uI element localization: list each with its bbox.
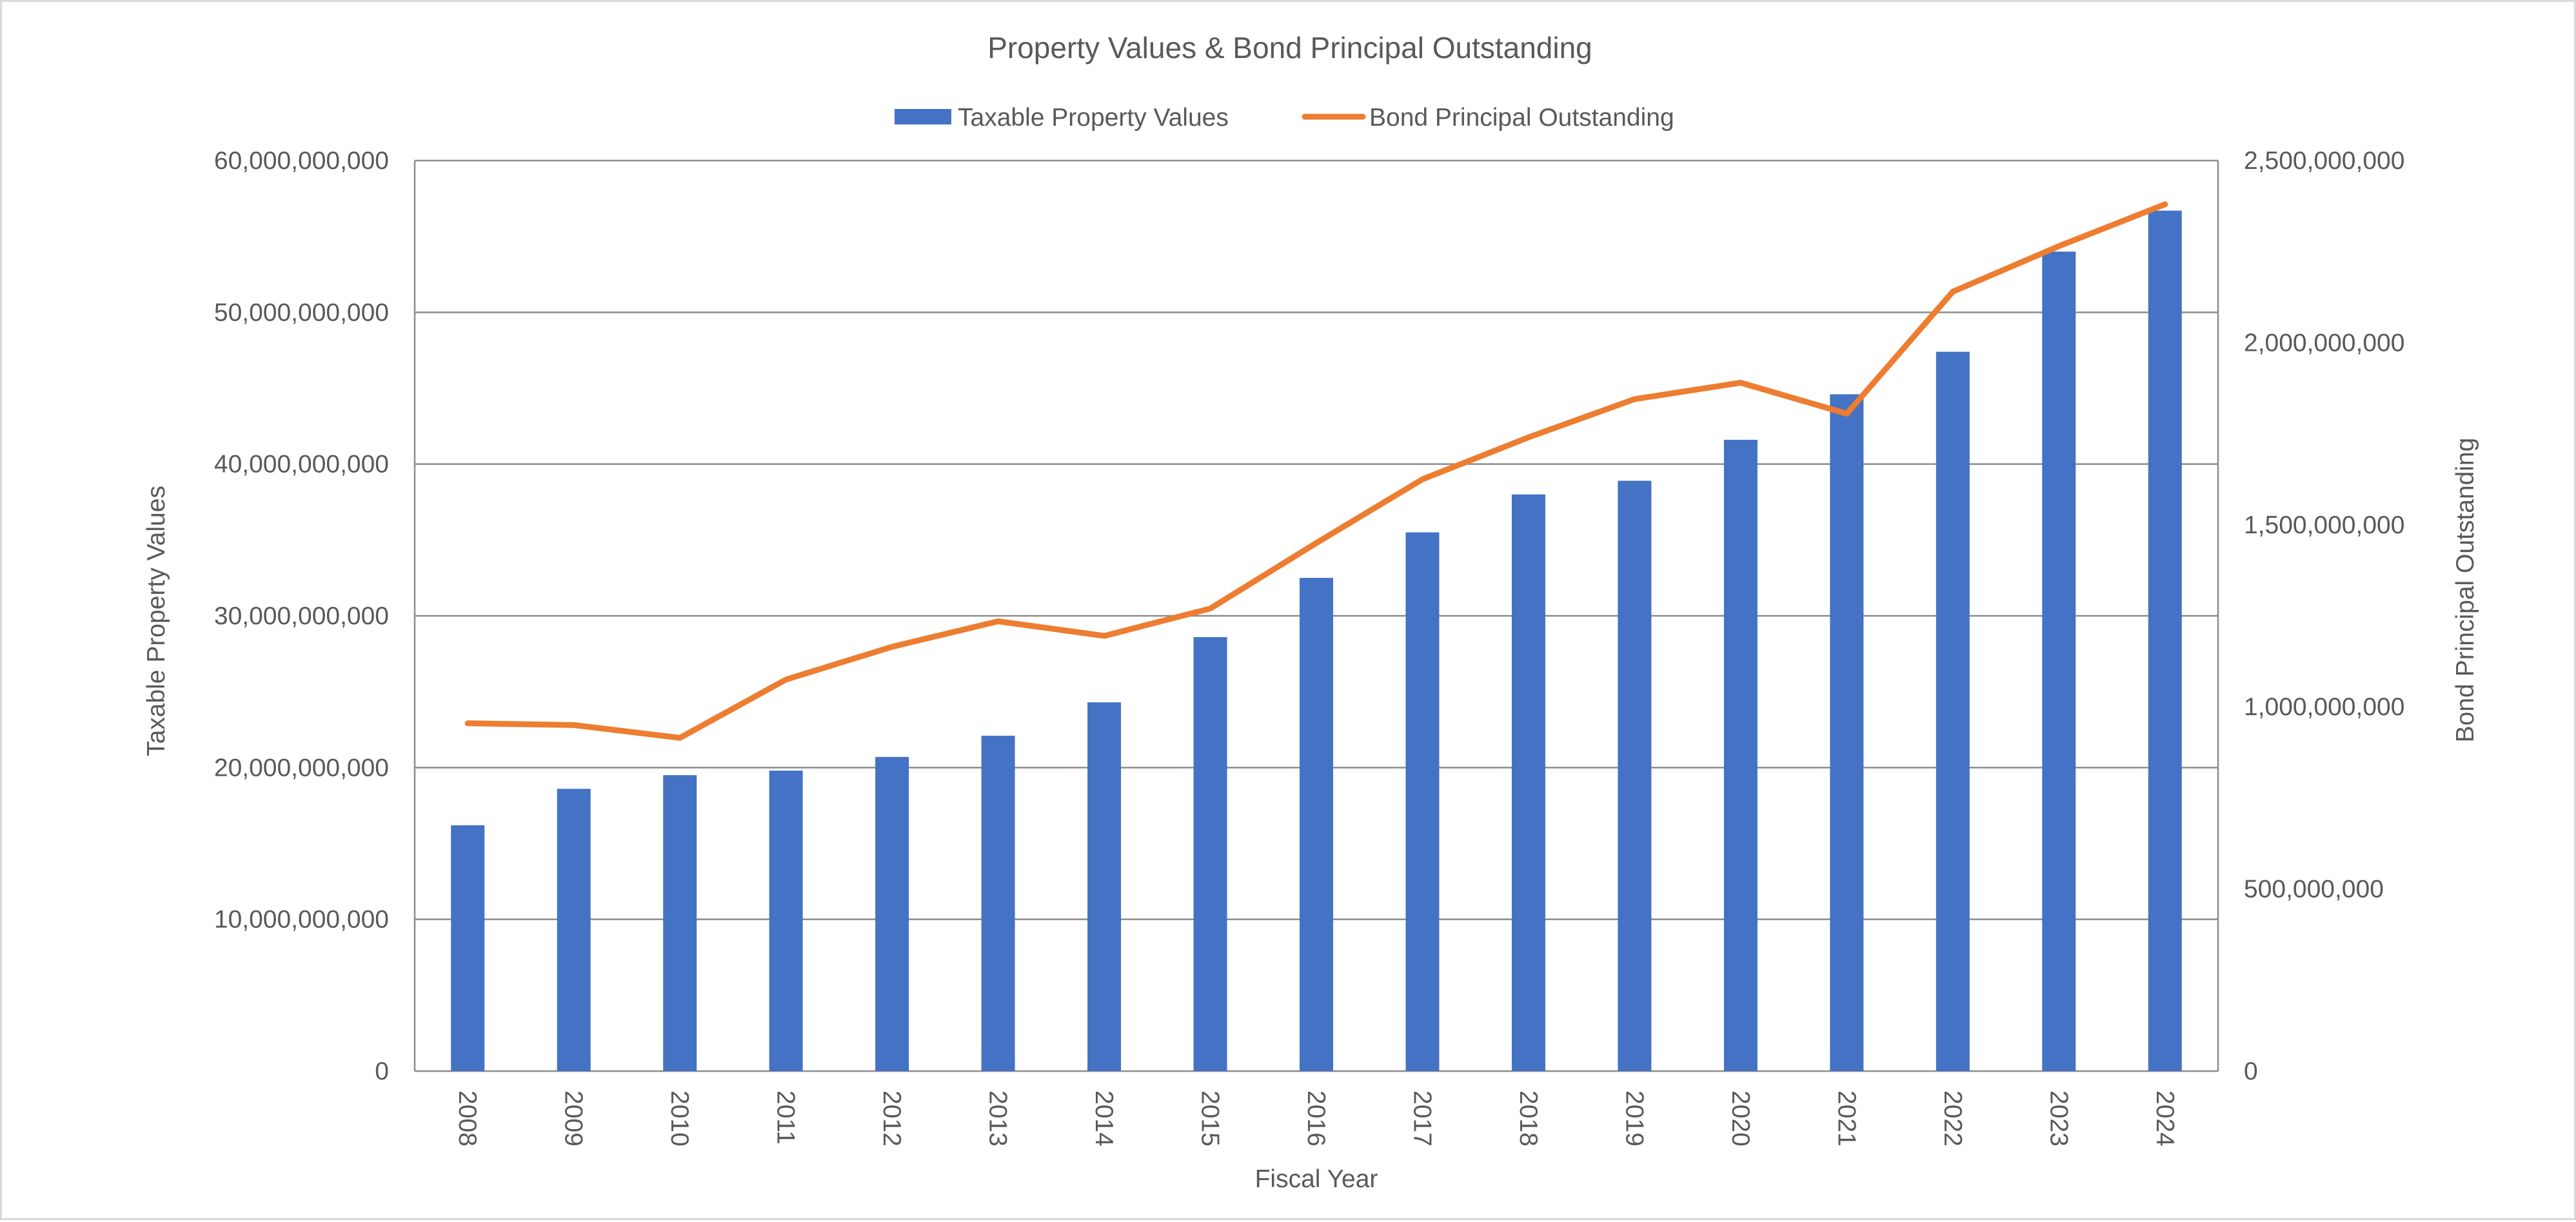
x-tick-label: 2023: [2045, 1090, 2072, 1147]
bar: [981, 735, 1015, 1071]
bar: [1618, 480, 1652, 1071]
bar: [1300, 578, 1333, 1071]
legend-label-property-values: Taxable Property Values: [958, 104, 1229, 132]
y-tick-label: 40,000,000,000: [214, 451, 389, 478]
x-axis-ticks: 2008 2009 2010 2011 2012 2013 2014 2015 2016 2017…: [453, 1090, 2179, 1147]
y2-axis-title: Bond Principal Outstanding: [2452, 438, 2479, 743]
bar: [557, 789, 591, 1071]
bar: [1511, 494, 1545, 1071]
bar: [451, 825, 485, 1071]
bar: [2042, 251, 2076, 1072]
bar: [1087, 702, 1122, 1071]
y-tick-label: 60,000,000,000: [214, 147, 389, 175]
x-tick-label: 2011: [772, 1090, 800, 1145]
y2-tick-label: 2,500,000,000: [2244, 147, 2404, 175]
bar: [663, 775, 697, 1071]
y-tick-label: 10,000,000,000: [214, 906, 389, 934]
bar: [1405, 532, 1440, 1071]
line-series: [464, 201, 2168, 741]
x-tick-label: 2012: [878, 1090, 906, 1147]
x-tick-label: 2009: [560, 1090, 588, 1147]
bar-series: [451, 210, 2182, 1072]
y2-tick-label: 500,000,000: [2244, 876, 2384, 903]
bar: [1936, 351, 1970, 1071]
y-tick-label: 0: [375, 1058, 389, 1085]
bar: [1830, 394, 1864, 1071]
x-tick-label: 2014: [1090, 1090, 1118, 1147]
x-tick-label: 2015: [1196, 1090, 1224, 1147]
x-tick-label: 2010: [666, 1090, 693, 1147]
x-tick-label: 2024: [2151, 1090, 2179, 1147]
bar: [2148, 210, 2182, 1071]
y-axis-title: Taxable Property Values: [143, 486, 170, 756]
bar: [1193, 636, 1227, 1071]
y2-axis-ticks: 0 500,000,000 1,000,000,000 1,500,000,000 2,…: [2244, 147, 2404, 1085]
y2-tick-label: 1,000,000,000: [2244, 693, 2404, 721]
x-tick-label: 2018: [1514, 1090, 1542, 1147]
y-tick-label: 50,000,000,000: [214, 299, 389, 326]
x-tick-label: 2022: [1939, 1090, 1967, 1147]
y2-tick-label: 0: [2244, 1058, 2258, 1085]
y2-tick-label: 1,500,000,000: [2244, 511, 2404, 539]
y2-tick-label: 2,000,000,000: [2244, 329, 2404, 357]
legend: Taxable Property Values Bond Principal O…: [895, 104, 1674, 132]
legend-label-bond-principal: Bond Principal Outstanding: [1369, 104, 1674, 132]
y-axis-ticks: 0 10,000,000,000 20,000,000,000 30,000,000,…: [214, 147, 389, 1085]
x-tick-label: 2017: [1409, 1090, 1436, 1147]
x-tick-label: 2020: [1727, 1090, 1754, 1147]
x-axis-title: Fiscal Year: [1255, 1165, 1378, 1193]
legend-swatch-property-values: [895, 109, 951, 124]
bar: [769, 771, 803, 1071]
y-tick-label: 20,000,000,000: [214, 754, 389, 782]
x-tick-label: 2019: [1620, 1090, 1648, 1147]
x-tick-label: 2016: [1302, 1090, 1330, 1147]
bar: [1723, 440, 1758, 1071]
x-tick-label: 2008: [453, 1090, 481, 1147]
series-line: [464, 201, 2168, 741]
y-tick-label: 30,000,000,000: [214, 602, 389, 630]
chart-title: Property Values & Bond Principal Outstan…: [987, 31, 1592, 64]
bar: [875, 756, 909, 1071]
x-tick-label: 2013: [984, 1090, 1012, 1147]
x-tick-label: 2021: [1832, 1090, 1860, 1147]
